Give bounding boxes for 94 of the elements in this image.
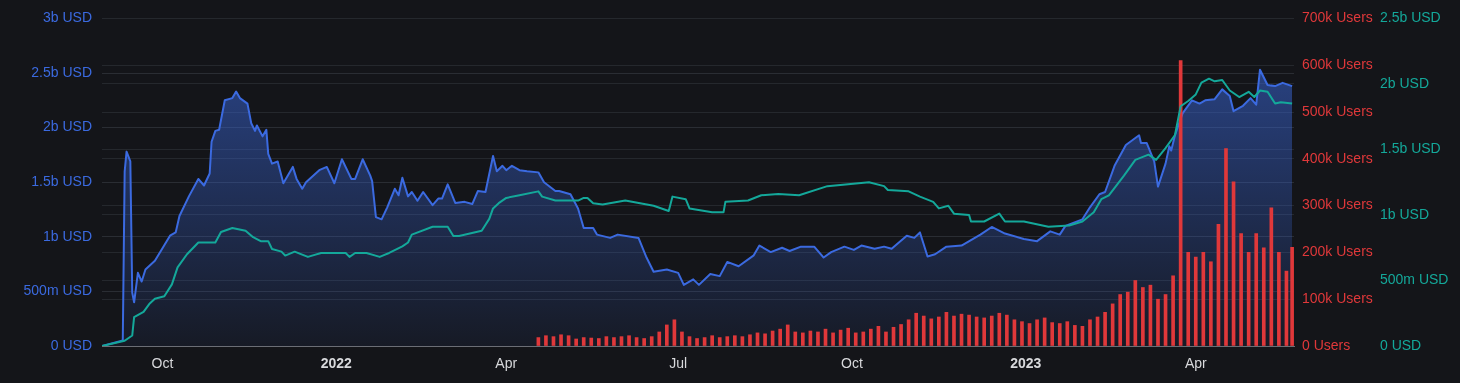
bar	[1171, 275, 1175, 346]
bar	[801, 332, 805, 346]
bar	[748, 334, 752, 346]
bar	[989, 315, 994, 346]
bar	[853, 332, 858, 346]
bar	[1209, 261, 1213, 346]
bar	[725, 336, 730, 346]
y3-tick-label: 500m USD	[1380, 271, 1449, 288]
bar	[1050, 322, 1055, 346]
bar	[596, 338, 601, 346]
bar	[1088, 319, 1092, 346]
x-tick-label: 2023	[1010, 355, 1042, 372]
x-tick-label: Jul	[669, 355, 688, 372]
bar	[921, 315, 926, 346]
bar	[612, 337, 616, 346]
bar	[861, 331, 866, 346]
bar	[710, 335, 714, 346]
bar	[695, 338, 699, 346]
bar	[1277, 252, 1281, 346]
bar	[1035, 319, 1039, 346]
y-tick-label: 3b USD	[42, 9, 92, 26]
bar	[1118, 294, 1123, 346]
bar	[1103, 311, 1107, 346]
bar	[1073, 325, 1077, 346]
y2-tick-label: 0 Users	[1302, 336, 1351, 353]
y-tick-label: 0 USD	[50, 336, 92, 353]
x-tick-label: 2022	[320, 355, 353, 372]
bar	[544, 335, 548, 346]
y-tick-label: 1b USD	[42, 227, 92, 244]
bar	[581, 337, 586, 346]
bar	[914, 312, 919, 346]
bar	[574, 338, 578, 346]
bar	[816, 331, 820, 346]
bar	[899, 324, 903, 346]
bar	[665, 324, 669, 346]
y2-tick-label: 200k Users	[1302, 243, 1373, 260]
bar	[929, 318, 934, 346]
bar	[1254, 233, 1259, 346]
bar	[982, 317, 987, 346]
y3-tick-label: 0 USD	[1380, 336, 1422, 353]
bar	[1020, 321, 1024, 346]
bar	[763, 333, 767, 346]
bar	[1133, 280, 1138, 346]
bar	[1125, 291, 1130, 346]
bar	[1065, 321, 1070, 346]
bar	[846, 327, 851, 346]
y3-tick-label: 1.5b USD	[1380, 140, 1441, 157]
x-tick-label: Apr	[495, 355, 518, 372]
bar	[642, 338, 646, 346]
x-tick-label: Apr	[1184, 355, 1207, 372]
y2-tick-label: 700k Users	[1302, 9, 1373, 26]
y2-tick-label: 400k Users	[1302, 149, 1373, 166]
bar	[589, 337, 594, 346]
bar	[831, 332, 835, 346]
y2-tick-label: 500k Users	[1302, 102, 1373, 119]
bar	[884, 331, 888, 346]
bar	[1005, 314, 1009, 346]
bar	[1290, 246, 1294, 346]
y3-tick-label: 2.5b USD	[1380, 9, 1441, 26]
bar	[680, 331, 684, 346]
y2-tick-label: 600k Users	[1302, 56, 1373, 73]
bar	[869, 328, 873, 346]
bar	[717, 337, 722, 346]
bar	[1057, 323, 1062, 346]
bar	[657, 331, 662, 346]
bar	[1239, 233, 1243, 346]
bar	[649, 336, 654, 346]
bar	[733, 335, 737, 346]
bar	[778, 328, 782, 346]
y-tick-label: 500m USD	[23, 282, 92, 299]
bar	[1156, 298, 1160, 346]
y-tick-label: 1.5b USD	[31, 173, 92, 190]
y2-tick-label: 300k Users	[1302, 196, 1373, 213]
bar	[997, 312, 1002, 346]
y3-tick-label: 2b USD	[1380, 74, 1430, 91]
bar	[1201, 252, 1206, 346]
bar	[1141, 287, 1145, 346]
bar	[967, 314, 971, 346]
y3-tick-label: 1b USD	[1380, 205, 1430, 222]
y-tick-label: 2b USD	[42, 118, 92, 135]
x-tick-label: Oct	[151, 355, 174, 372]
y-tick-label: 2.5b USD	[31, 63, 92, 80]
x-tick-label: Oct	[841, 355, 863, 372]
bar	[952, 315, 956, 346]
bar	[559, 334, 563, 346]
bar	[785, 324, 790, 346]
bar	[1224, 148, 1228, 346]
bar	[793, 331, 798, 346]
bar	[937, 316, 941, 346]
bar	[627, 335, 631, 346]
bar	[1186, 252, 1191, 346]
y2-tick-label: 100k Users	[1302, 290, 1373, 307]
bar	[1261, 247, 1266, 346]
bar	[1193, 256, 1198, 346]
